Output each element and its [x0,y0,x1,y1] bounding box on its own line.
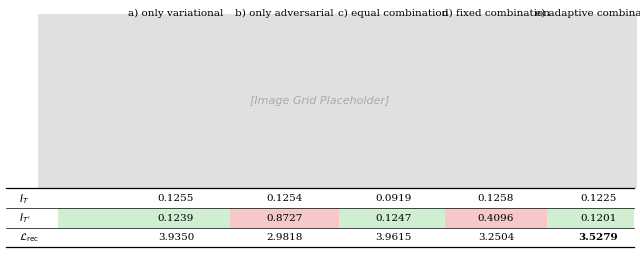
Text: 0.1239: 0.1239 [158,214,194,223]
Text: 0.1254: 0.1254 [267,194,303,203]
Bar [445,208,547,228]
Text: 2.9818: 2.9818 [267,233,303,242]
Text: 3.9350: 3.9350 [158,233,194,242]
Text: 3.5279: 3.5279 [579,233,618,242]
Text: 0.1225: 0.1225 [580,194,616,203]
Bar [58,208,230,228]
Text: 3.2504: 3.2504 [478,233,514,242]
Text: 0.8727: 0.8727 [267,214,303,223]
Text: 0.4096: 0.4096 [478,214,514,223]
Text: b) only adversarial: b) only adversarial [236,9,334,18]
Bar [339,208,445,228]
Text: $I_{T^\prime}$: $I_{T^\prime}$ [19,211,31,225]
Text: a) only variational: a) only variational [128,9,224,18]
Text: 0.1255: 0.1255 [158,194,194,203]
Text: 3.9615: 3.9615 [376,233,412,242]
Text: 0.1201: 0.1201 [580,214,616,223]
Text: e) adaptive combination: e) adaptive combination [535,9,640,18]
Text: 0.1258: 0.1258 [478,194,514,203]
Text: 0.1247: 0.1247 [376,214,412,223]
Text: [Image Grid Placeholder]: [Image Grid Placeholder] [250,96,390,106]
Text: c) equal combination: c) equal combination [339,9,449,18]
Text: 0.0919: 0.0919 [376,194,412,203]
Text: $I_T$: $I_T$ [19,192,29,206]
Bar [38,14,637,188]
Text: $\mathcal{L}_\mathrm{rec}$: $\mathcal{L}_\mathrm{rec}$ [19,231,40,244]
Bar [230,208,339,228]
Bar [547,208,634,228]
Text: d) fixed combination: d) fixed combination [442,9,550,18]
